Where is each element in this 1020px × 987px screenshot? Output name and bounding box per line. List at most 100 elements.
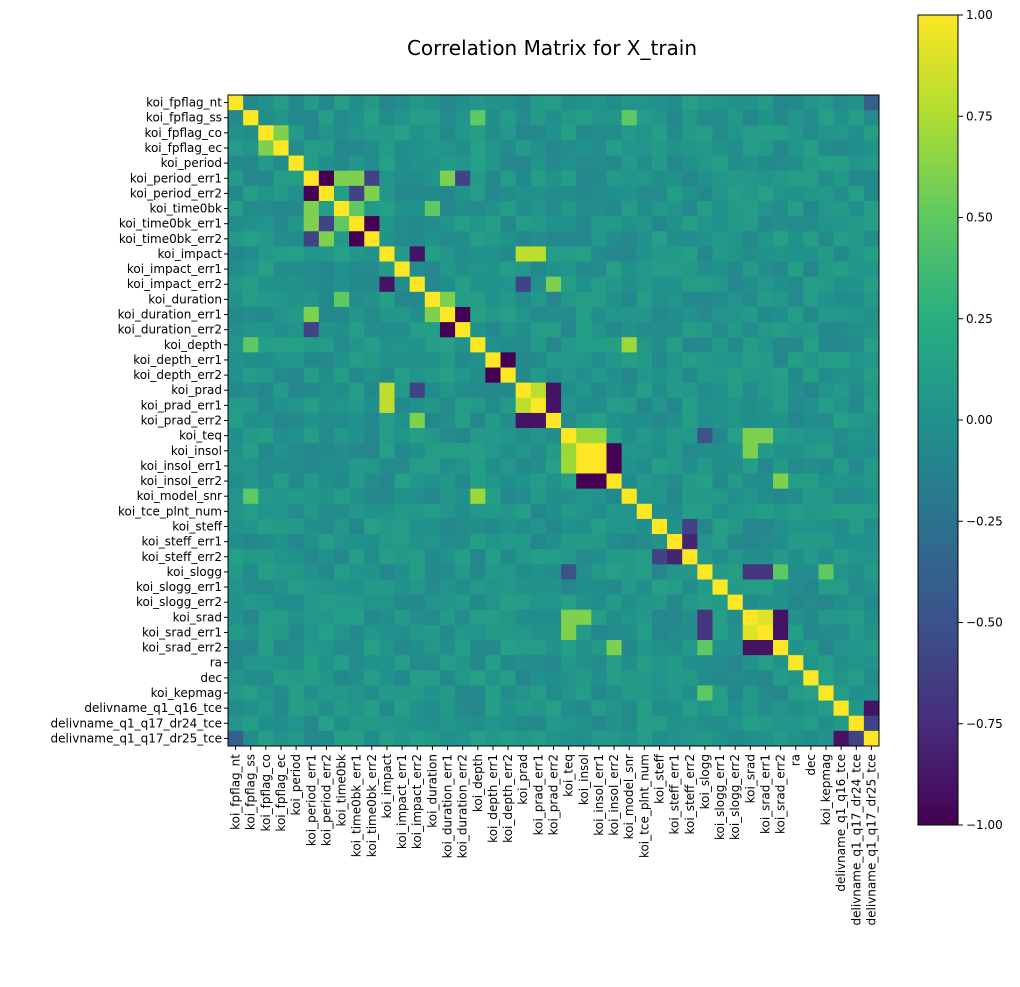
heatmap-cell [833, 125, 850, 141]
x-tick-label: koi_prad [516, 754, 530, 805]
heatmap-cell [409, 428, 426, 444]
heatmap-cell [636, 140, 653, 156]
heatmap-cell [288, 412, 305, 429]
heatmap-cell [379, 549, 395, 565]
heatmap-cell [712, 306, 729, 323]
heatmap-cell [258, 685, 274, 701]
heatmap-cell [273, 95, 289, 111]
y-tick-label: koi_fpflag_nt [146, 96, 222, 110]
heatmap-cell [470, 185, 486, 202]
heatmap-cell [863, 397, 880, 414]
heatmap-cell [424, 670, 441, 686]
heatmap-cell [303, 382, 320, 399]
heatmap-cell [621, 685, 638, 701]
heatmap-cell [651, 140, 668, 156]
x-tick-label: koi_depth [471, 754, 485, 812]
heatmap-cell [500, 397, 517, 414]
heatmap-cell [803, 564, 819, 580]
y-tick-label: koi_period_err2 [130, 186, 222, 200]
heatmap-cell [818, 231, 834, 247]
heatmap-cell [515, 594, 532, 611]
heatmap-cell [818, 428, 834, 444]
heatmap-cell [651, 655, 668, 671]
heatmap-cell [742, 518, 759, 535]
heatmap-cell [576, 125, 592, 141]
heatmap-cell [818, 518, 834, 535]
heatmap-cell [712, 155, 729, 172]
heatmap-cell [424, 443, 441, 459]
heatmap-cell [243, 140, 259, 156]
heatmap-cell [455, 337, 471, 353]
heatmap-cell [712, 170, 729, 187]
heatmap-cell [848, 322, 865, 338]
heatmap-cell [848, 200, 865, 217]
heatmap-cell [485, 518, 501, 535]
heatmap-cell [773, 216, 789, 232]
heatmap-cell [712, 594, 729, 611]
heatmap-cell [727, 110, 744, 126]
heatmap-cell [818, 110, 834, 126]
heatmap-cell [243, 655, 259, 671]
heatmap-cell [773, 397, 789, 414]
heatmap-cell [530, 367, 547, 384]
heatmap-cell [228, 185, 244, 202]
heatmap-cell [727, 685, 744, 701]
heatmap-cell [606, 95, 623, 111]
y-tick-label: koi_time0bk_err2 [119, 232, 222, 246]
heatmap-cell [515, 534, 532, 550]
heatmap-cell [757, 322, 774, 338]
heatmap-cell [863, 609, 880, 626]
heatmap-cell [349, 685, 365, 701]
heatmap-cell [243, 155, 259, 172]
heatmap-cell [424, 700, 441, 717]
heatmap-cell [773, 110, 789, 126]
heatmap-cell [727, 367, 744, 384]
heatmap-cell [848, 352, 865, 368]
heatmap-cell [788, 397, 804, 414]
heatmap-cell [394, 609, 411, 626]
heatmap-cell [470, 397, 486, 414]
heatmap-cell [651, 428, 668, 444]
heatmap-cell [833, 443, 850, 459]
heatmap-cell [742, 382, 759, 399]
heatmap-cell [470, 715, 486, 732]
heatmap-cell [258, 624, 274, 641]
heatmap-cell [228, 276, 244, 293]
heatmap-cell [424, 155, 441, 172]
heatmap-cell [697, 428, 713, 444]
heatmap-cell [288, 730, 305, 747]
heatmap-cell [394, 231, 411, 247]
heatmap-cell [394, 291, 411, 308]
heatmap-cell [682, 397, 698, 414]
heatmap-cell [485, 140, 501, 156]
heatmap-cell [500, 624, 517, 641]
heatmap-cell [727, 700, 744, 717]
heatmap-cell [379, 594, 395, 611]
heatmap-cell [455, 549, 471, 565]
heatmap-cell [742, 306, 759, 323]
heatmap-cell [773, 412, 789, 429]
heatmap-cell [697, 110, 713, 126]
heatmap-cell [576, 170, 592, 187]
heatmap-cell [288, 473, 305, 490]
heatmap-cell [818, 246, 834, 262]
heatmap-cell [757, 367, 774, 384]
heatmap-cell [409, 715, 426, 732]
heatmap-cell [439, 518, 456, 535]
heatmap-cell [409, 640, 426, 656]
heatmap-cell [788, 291, 804, 308]
heatmap-cell [667, 458, 683, 474]
heatmap-cell [500, 110, 517, 126]
heatmap-cell [288, 216, 305, 232]
y-tick-label: koi_period_err1 [130, 171, 222, 185]
heatmap-cell [591, 670, 607, 686]
heatmap-cell [697, 125, 713, 141]
heatmap-cell [243, 488, 259, 505]
heatmap-cell [697, 95, 713, 111]
heatmap-cell [228, 534, 244, 550]
heatmap-cell [742, 579, 759, 596]
heatmap-cell [833, 730, 850, 747]
heatmap-cell [258, 95, 274, 111]
heatmap-cell [500, 367, 517, 384]
heatmap-cell [757, 624, 774, 641]
